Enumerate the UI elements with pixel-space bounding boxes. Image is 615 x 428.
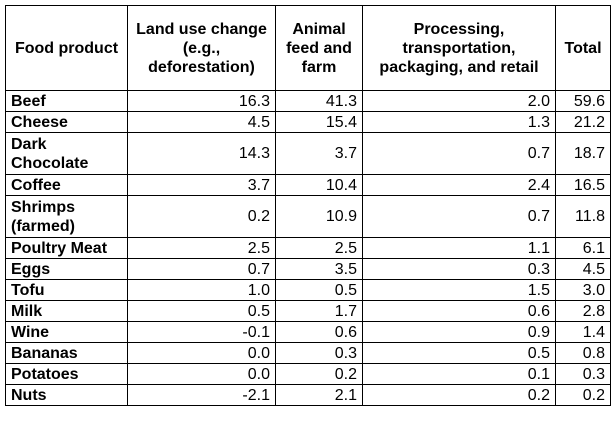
- food-product-cell: Tofu: [5, 279, 128, 301]
- land-use-cell: -2.1: [127, 384, 276, 406]
- processing-cell: 0.9: [362, 321, 556, 343]
- total-cell: 2.8: [555, 300, 611, 322]
- processing-cell: 2.4: [362, 174, 556, 196]
- animal-feed-cell: 0.2: [275, 363, 363, 385]
- animal-feed-cell: 0.5: [275, 279, 363, 301]
- table-row: Tofu 1.0 0.5 1.5 3.0: [5, 279, 611, 301]
- table-row: Coffee 3.7 10.4 2.4 16.5: [5, 174, 611, 196]
- table-row: Cheese 4.5 15.4 1.3 21.2: [5, 111, 611, 133]
- land-use-cell: 0.5: [127, 300, 276, 322]
- animal-feed-cell: 2.5: [275, 237, 363, 259]
- total-cell: 3.0: [555, 279, 611, 301]
- animal-feed-cell: 0.3: [275, 342, 363, 364]
- food-product-cell: Dark Chocolate: [5, 132, 128, 175]
- food-emissions-table: Food product Land use change (e.g., defo…: [5, 5, 611, 406]
- food-product-cell: Potatoes: [5, 363, 128, 385]
- total-cell: 59.6: [555, 90, 611, 112]
- total-cell: 0.8: [555, 342, 611, 364]
- header-total: Total: [555, 5, 611, 91]
- total-cell: 6.1: [555, 237, 611, 259]
- processing-cell: 0.6: [362, 300, 556, 322]
- processing-cell: 0.2: [362, 384, 556, 406]
- header-animal-feed-and-farm: Animal feed and farm: [275, 5, 363, 91]
- table-row: Poultry Meat 2.5 2.5 1.1 6.1: [5, 237, 611, 259]
- land-use-cell: 0.0: [127, 342, 276, 364]
- total-cell: 18.7: [555, 132, 611, 175]
- animal-feed-cell: 10.9: [275, 195, 363, 238]
- land-use-cell: 1.0: [127, 279, 276, 301]
- land-use-cell: 3.7: [127, 174, 276, 196]
- header-processing: Processing, transportation, packaging, a…: [362, 5, 556, 91]
- processing-cell: 0.5: [362, 342, 556, 364]
- food-product-cell: Shrimps (farmed): [5, 195, 128, 238]
- food-product-cell: Poultry Meat: [5, 237, 128, 259]
- processing-cell: 0.7: [362, 195, 556, 238]
- food-product-cell: Cheese: [5, 111, 128, 133]
- table-row: Wine -0.1 0.6 0.9 1.4: [5, 321, 611, 343]
- table-body: Beef 16.3 41.3 2.0 59.6 Cheese 4.5 15.4 …: [5, 90, 611, 406]
- total-cell: 4.5: [555, 258, 611, 280]
- table-row: Bananas 0.0 0.3 0.5 0.8: [5, 342, 611, 364]
- processing-cell: 2.0: [362, 90, 556, 112]
- land-use-cell: 0.2: [127, 195, 276, 238]
- total-cell: 0.2: [555, 384, 611, 406]
- food-product-cell: Wine: [5, 321, 128, 343]
- total-cell: 21.2: [555, 111, 611, 133]
- processing-cell: 1.3: [362, 111, 556, 133]
- total-cell: 0.3: [555, 363, 611, 385]
- table-row: Beef 16.3 41.3 2.0 59.6: [5, 90, 611, 112]
- food-product-cell: Milk: [5, 300, 128, 322]
- processing-cell: 0.1: [362, 363, 556, 385]
- processing-cell: 0.3: [362, 258, 556, 280]
- food-product-cell: Eggs: [5, 258, 128, 280]
- animal-feed-cell: 1.7: [275, 300, 363, 322]
- total-cell: 11.8: [555, 195, 611, 238]
- animal-feed-cell: 0.6: [275, 321, 363, 343]
- food-product-cell: Beef: [5, 90, 128, 112]
- processing-cell: 0.7: [362, 132, 556, 175]
- animal-feed-cell: 3.7: [275, 132, 363, 175]
- land-use-cell: 2.5: [127, 237, 276, 259]
- animal-feed-cell: 41.3: [275, 90, 363, 112]
- land-use-cell: 4.5: [127, 111, 276, 133]
- table-row: Shrimps (farmed) 0.2 10.9 0.7 11.8: [5, 195, 611, 238]
- total-cell: 1.4: [555, 321, 611, 343]
- land-use-cell: 16.3: [127, 90, 276, 112]
- food-product-cell: Nuts: [5, 384, 128, 406]
- processing-cell: 1.5: [362, 279, 556, 301]
- table-header: Food product Land use change (e.g., defo…: [5, 5, 611, 91]
- header-food-product: Food product: [5, 5, 128, 91]
- table-row: Milk 0.5 1.7 0.6 2.8: [5, 300, 611, 322]
- table-row: Eggs 0.7 3.5 0.3 4.5: [5, 258, 611, 280]
- table-row: Nuts -2.1 2.1 0.2 0.2: [5, 384, 611, 406]
- animal-feed-cell: 15.4: [275, 111, 363, 133]
- total-cell: 16.5: [555, 174, 611, 196]
- header-land-use-change: Land use change (e.g., deforestation): [127, 5, 276, 91]
- animal-feed-cell: 2.1: [275, 384, 363, 406]
- table-row: Dark Chocolate 14.3 3.7 0.7 18.7: [5, 132, 611, 175]
- land-use-cell: -0.1: [127, 321, 276, 343]
- header-row: Food product Land use change (e.g., defo…: [5, 5, 611, 91]
- table-row: Potatoes 0.0 0.2 0.1 0.3: [5, 363, 611, 385]
- land-use-cell: 0.0: [127, 363, 276, 385]
- processing-cell: 1.1: [362, 237, 556, 259]
- land-use-cell: 0.7: [127, 258, 276, 280]
- land-use-cell: 14.3: [127, 132, 276, 175]
- food-product-cell: Coffee: [5, 174, 128, 196]
- animal-feed-cell: 3.5: [275, 258, 363, 280]
- animal-feed-cell: 10.4: [275, 174, 363, 196]
- food-product-cell: Bananas: [5, 342, 128, 364]
